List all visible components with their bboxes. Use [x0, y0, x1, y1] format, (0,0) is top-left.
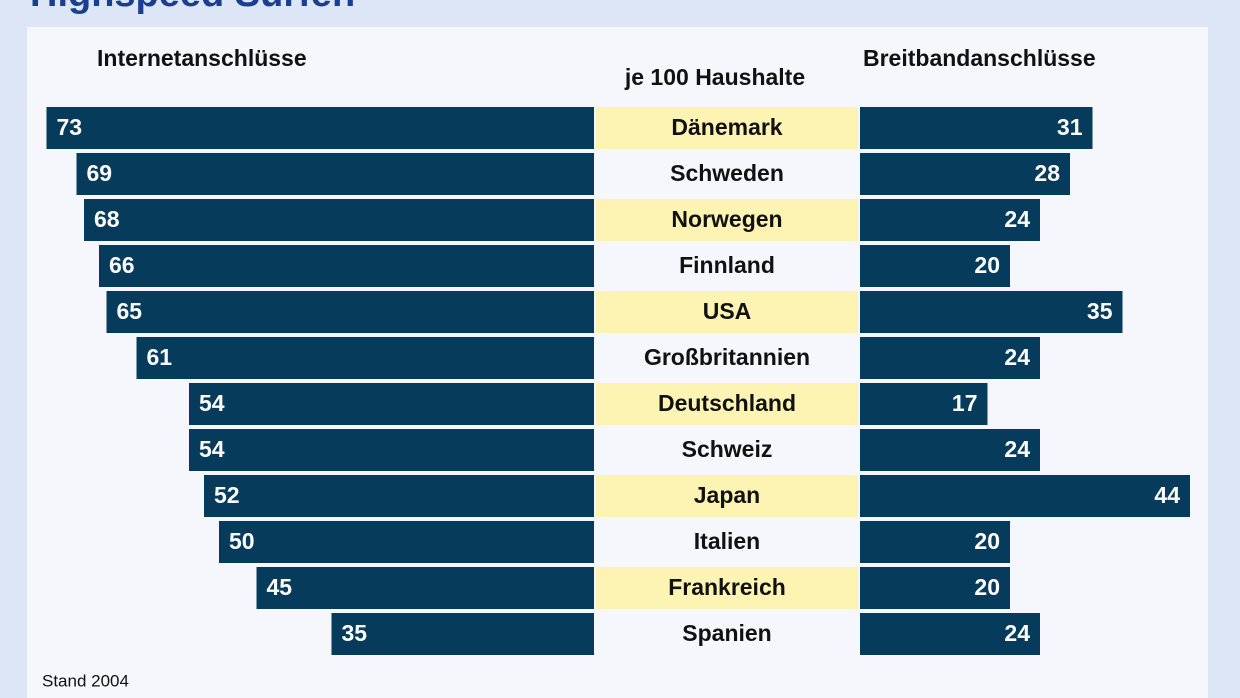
- value-label: 44: [1154, 482, 1180, 508]
- value-label: 17: [952, 390, 978, 416]
- bar-right: [860, 153, 1070, 195]
- bar-right: [860, 475, 1190, 517]
- row-highlight: [596, 199, 858, 241]
- bar-left: [331, 613, 594, 655]
- bar-left: [76, 153, 594, 195]
- value-label: 68: [94, 206, 120, 232]
- row-highlight: [596, 107, 858, 149]
- bar-left: [189, 383, 594, 425]
- subtitle: je 100 Haushalte: [624, 64, 805, 90]
- value-label: 24: [1004, 344, 1030, 370]
- value-label: 66: [109, 252, 135, 278]
- value-label: 69: [87, 160, 113, 186]
- value-label: 50: [229, 528, 255, 554]
- bar-right: [860, 567, 1010, 609]
- bar-right: [860, 383, 988, 425]
- category-label: Norwegen: [671, 206, 782, 232]
- value-label: 28: [1034, 160, 1060, 186]
- row-highlight: [596, 475, 858, 517]
- category-label: Frankreich: [668, 574, 786, 600]
- value-label: 65: [117, 298, 143, 324]
- category-label: Spanien: [682, 620, 771, 646]
- bar-right: [860, 337, 1040, 379]
- bar-right: [860, 199, 1040, 241]
- category-label: Schweiz: [682, 436, 773, 462]
- value-label: 24: [1004, 436, 1030, 462]
- note: Stand 2004: [42, 671, 129, 690]
- value-label: 61: [147, 344, 173, 370]
- bar-right: [860, 107, 1093, 149]
- value-label: 35: [1087, 298, 1113, 324]
- row-highlight: [596, 383, 858, 425]
- value-label: 20: [974, 574, 1000, 600]
- legend-right: Breitbandanschlüsse: [863, 45, 1096, 71]
- value-label: 73: [57, 114, 83, 140]
- bar-left: [189, 429, 594, 471]
- value-label: 24: [1004, 206, 1030, 232]
- bar-left: [204, 475, 594, 517]
- bar-right: [860, 521, 1010, 563]
- row-highlight: [596, 567, 858, 609]
- bar-left: [46, 107, 594, 149]
- value-label: 20: [974, 528, 1000, 554]
- category-label: Japan: [694, 482, 760, 508]
- bar-left: [106, 291, 594, 333]
- bar-right: [860, 291, 1123, 333]
- category-label: Italien: [694, 528, 760, 554]
- category-label: Deutschland: [658, 390, 796, 416]
- bar-right: [860, 429, 1040, 471]
- value-label: 20: [974, 252, 1000, 278]
- bar-left: [136, 337, 594, 379]
- bar-left: [99, 245, 594, 287]
- value-label: 31: [1057, 114, 1083, 140]
- legend-left: Internetanschlüsse: [97, 45, 307, 71]
- category-label: Schweden: [670, 160, 784, 186]
- value-label: 52: [214, 482, 240, 508]
- bar-left: [256, 567, 594, 609]
- value-label: 35: [342, 620, 368, 646]
- category-label: Dänemark: [671, 114, 782, 140]
- value-label: 45: [267, 574, 293, 600]
- bar-right: [860, 613, 1040, 655]
- value-label: 24: [1004, 620, 1030, 646]
- value-label: 54: [199, 436, 225, 462]
- value-label: 54: [199, 390, 225, 416]
- bar-right: [860, 245, 1010, 287]
- category-label: Großbritannien: [644, 344, 810, 370]
- category-label: USA: [703, 298, 752, 324]
- bar-left: [219, 521, 594, 563]
- chart-title: Highspeed Surfen: [30, 0, 355, 15]
- category-label: Finnland: [679, 252, 775, 278]
- bar-left: [84, 199, 594, 241]
- row-highlight: [596, 291, 858, 333]
